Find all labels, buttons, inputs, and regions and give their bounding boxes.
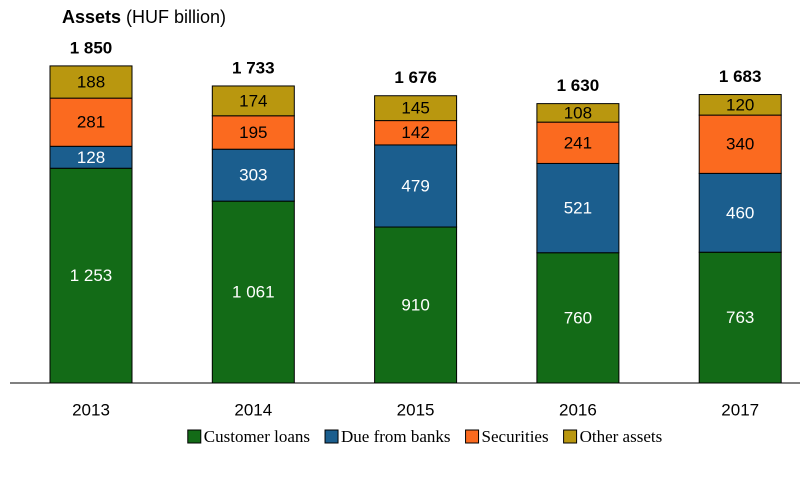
value-label: 174 xyxy=(239,91,267,110)
legend-label: Other assets xyxy=(580,427,663,446)
legend-label: Customer loans xyxy=(204,427,310,446)
value-label: 195 xyxy=(239,123,267,142)
bar-segment xyxy=(211,85,295,117)
value-label: 142 xyxy=(401,123,429,142)
bar-segment xyxy=(536,162,620,254)
value-label: 241 xyxy=(564,133,592,152)
x-tick-label: 2016 xyxy=(559,400,597,419)
value-label: 281 xyxy=(77,113,105,132)
value-label: 303 xyxy=(239,166,267,185)
value-label: 1 061 xyxy=(232,283,275,302)
value-label: 145 xyxy=(401,99,429,118)
value-label: 340 xyxy=(726,135,754,154)
bar-segment xyxy=(698,251,782,384)
legend-swatch xyxy=(563,429,578,444)
bar-segment xyxy=(698,94,782,116)
value-label: 188 xyxy=(77,73,105,92)
x-tick-label: 2013 xyxy=(72,400,110,419)
value-label: 460 xyxy=(726,203,754,222)
bar-segment xyxy=(374,226,458,384)
value-label: 479 xyxy=(401,176,429,195)
value-label: 760 xyxy=(564,308,592,327)
legend-label: Securities xyxy=(482,427,549,446)
legend-swatch xyxy=(187,429,202,444)
x-tick-label: 2015 xyxy=(397,400,435,419)
value-label: 1 253 xyxy=(70,266,113,285)
bar-segment xyxy=(536,252,620,384)
bar-segment xyxy=(536,121,620,164)
bar-segment xyxy=(536,103,620,123)
x-tick-label: 2014 xyxy=(234,400,272,419)
value-label: 108 xyxy=(564,103,592,122)
value-label: 120 xyxy=(726,95,754,114)
bar-segment xyxy=(49,167,133,384)
legend-swatch xyxy=(465,429,480,444)
value-label: 910 xyxy=(401,295,429,314)
value-label: 128 xyxy=(77,148,105,167)
total-label: 1 850 xyxy=(70,38,113,57)
total-label: 1 630 xyxy=(557,76,600,95)
value-label: 763 xyxy=(726,308,754,327)
bar-segment xyxy=(211,115,295,150)
bar-segment xyxy=(698,172,782,253)
bar-segment xyxy=(211,200,295,384)
total-label: 1 676 xyxy=(394,68,437,87)
total-label: 1 733 xyxy=(232,58,275,77)
chart-title: Assets xyxy=(62,7,121,27)
value-label: 521 xyxy=(564,199,592,218)
legend-swatch xyxy=(324,429,339,444)
bar-segment xyxy=(374,95,458,122)
legend-label: Due from banks xyxy=(341,427,451,446)
bar-segment xyxy=(49,65,133,99)
bar-segment xyxy=(374,144,458,228)
x-tick-label: 2017 xyxy=(721,400,759,419)
bar-segment xyxy=(698,114,782,174)
chart-subtitle: (HUF billion) xyxy=(126,7,226,27)
bar-segment xyxy=(211,148,295,202)
total-label: 1 683 xyxy=(719,67,762,86)
